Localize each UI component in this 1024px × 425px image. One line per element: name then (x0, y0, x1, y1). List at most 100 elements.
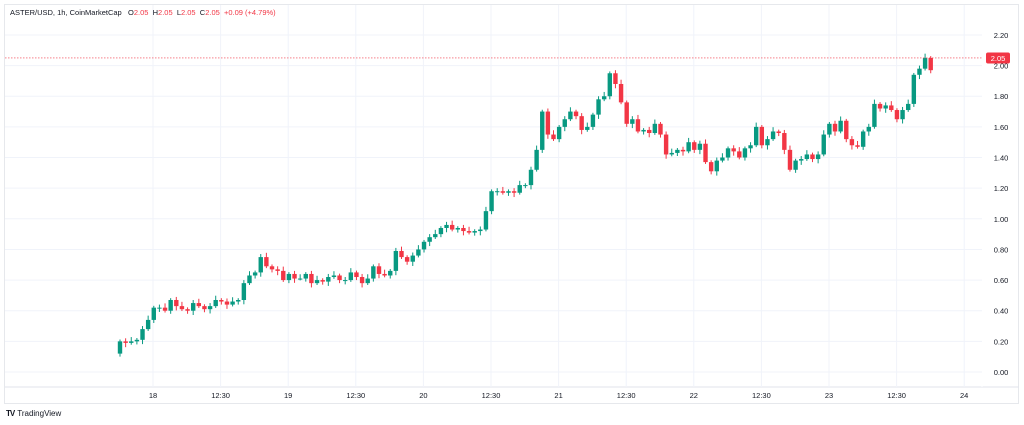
candle-up (872, 103, 877, 127)
candle-up (331, 275, 337, 278)
x-tick-label: 19 (284, 391, 292, 400)
candle-down (382, 273, 387, 276)
candle-up (714, 160, 719, 172)
candle-up (866, 126, 871, 132)
candle-up (630, 119, 635, 124)
high-label: H (152, 8, 159, 17)
candle-down (292, 273, 297, 279)
candle-up (506, 191, 511, 193)
candle-up (607, 73, 613, 97)
candle-up (157, 307, 162, 309)
low-label: L (176, 8, 181, 17)
chart-legend: ASTER/USD, 1h, CoinMarketCap O2.05 H2.05… (10, 8, 276, 17)
candle-up (568, 111, 573, 120)
candle-up (343, 280, 348, 282)
candle-up (252, 272, 258, 276)
candle-up (765, 139, 770, 146)
x-tick-label: 20 (419, 391, 427, 400)
candle-up (697, 143, 703, 150)
y-tick-label: 1.20 (994, 184, 1009, 193)
candle-up (444, 224, 449, 228)
candle-down (309, 273, 314, 284)
change-value: +0.09 (+4.79%) (223, 8, 276, 17)
candle-up (793, 160, 798, 170)
candle-down (759, 126, 765, 146)
y-tick-label: 1.00 (994, 215, 1009, 224)
candle-up (495, 191, 500, 193)
candle-up (258, 257, 263, 273)
candle-down (500, 191, 506, 193)
candle-up (427, 237, 432, 242)
candle-up (883, 105, 888, 109)
candle-down (635, 119, 641, 132)
chart-frame (4, 4, 1019, 404)
candle-down (202, 306, 207, 310)
candle-down (832, 123, 838, 132)
candle-down (466, 231, 472, 233)
candle-down (708, 162, 714, 172)
candle-up (517, 185, 522, 193)
candle-down (731, 148, 736, 152)
candle-up (236, 299, 241, 302)
candle-down (219, 299, 224, 302)
candle-down (224, 301, 230, 305)
candle-down (281, 270, 286, 281)
candle-up (134, 339, 140, 342)
candle-down (877, 103, 883, 109)
candle-down (174, 299, 179, 307)
candle-down (928, 57, 933, 71)
candle-down (551, 134, 556, 140)
candle-down (404, 257, 410, 262)
candle-up (742, 148, 748, 158)
candle-down (185, 309, 190, 311)
candle-up (922, 57, 928, 69)
high-value: 2.05 (158, 8, 173, 17)
low-value: 2.05 (180, 8, 196, 17)
candle-up (433, 234, 438, 238)
candle-down (320, 280, 325, 282)
candle-down (855, 145, 860, 147)
candle-down (179, 306, 185, 310)
candle-up (168, 299, 173, 311)
candle-up (815, 154, 821, 160)
candle-up (725, 148, 731, 158)
y-tick-label: 0.40 (994, 307, 1009, 316)
candle-up (438, 227, 444, 235)
candle-up (753, 126, 759, 146)
x-tick-label: 23 (825, 391, 833, 400)
candle-down (787, 149, 793, 170)
candle-down (196, 303, 202, 307)
y-tick-label: 0.80 (994, 245, 1009, 254)
candle-up (534, 149, 539, 170)
candle-up (230, 301, 235, 305)
candle-up (590, 114, 596, 127)
candle-down (647, 129, 652, 134)
candle-up (348, 272, 354, 281)
candle-down (624, 102, 629, 124)
candle-down (776, 131, 781, 134)
candle-up (799, 159, 804, 161)
x-tick-label: 18 (149, 391, 157, 400)
candle-up (917, 68, 922, 75)
candle-up (911, 74, 917, 104)
tradingview-brand[interactable]: TV TradingView (6, 409, 61, 418)
candle-up (478, 229, 483, 232)
y-tick-label: 1.80 (994, 92, 1009, 101)
x-tick-label: 12:30 (887, 391, 906, 400)
candle-down (618, 83, 624, 103)
candle-down (337, 275, 342, 281)
candle-up (770, 131, 776, 140)
candle-up (117, 341, 123, 354)
candle-up (326, 277, 331, 282)
candle-up (675, 149, 680, 153)
candle-up (821, 134, 826, 155)
candle-down (703, 143, 708, 163)
candle-down (844, 120, 849, 140)
candle-down (849, 139, 855, 146)
x-tick-label: 12:30 (211, 391, 230, 400)
candle-up (838, 120, 843, 132)
x-tick-label: 12:30 (482, 391, 501, 400)
candle-down (680, 149, 686, 152)
candle-down (461, 227, 466, 232)
